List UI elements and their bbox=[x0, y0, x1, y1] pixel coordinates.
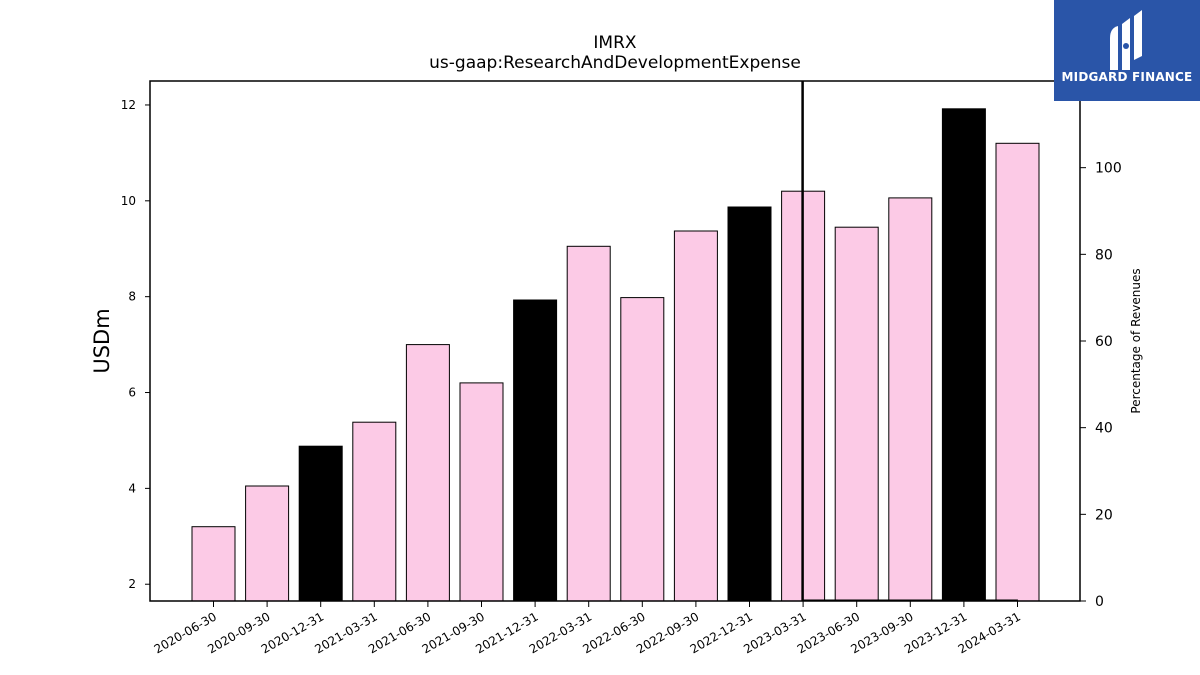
y2-axis-label: Percentage of Revenues bbox=[1129, 268, 1143, 413]
y2-tick-label: 40 bbox=[1095, 421, 1113, 437]
bar bbox=[941, 108, 986, 602]
y2-tick-label: 100 bbox=[1095, 161, 1122, 177]
y-axis: 2 4 6 8 10 12 bbox=[121, 98, 150, 591]
bar bbox=[191, 526, 236, 602]
bar bbox=[513, 299, 558, 602]
bar bbox=[620, 297, 665, 602]
bar bbox=[888, 197, 933, 602]
y-tick-label: 12 bbox=[121, 98, 136, 112]
bar bbox=[459, 382, 504, 602]
plot-frame bbox=[149, 80, 1081, 602]
bar bbox=[834, 226, 879, 602]
bar bbox=[405, 344, 450, 602]
y2-tick-label: 20 bbox=[1095, 507, 1113, 523]
brand-logo: MIDGARD FINANCE bbox=[1054, 0, 1200, 101]
bar bbox=[727, 206, 772, 602]
y-tick-label: 2 bbox=[128, 577, 136, 591]
bar bbox=[673, 230, 718, 602]
y-axis-label: USDm bbox=[90, 308, 114, 373]
x-axis: 2020-06-302020-09-302020-12-312021-03-31… bbox=[152, 601, 1023, 656]
bar bbox=[245, 485, 290, 602]
chart-title: IMRX bbox=[593, 33, 636, 53]
y2-tick-label: 80 bbox=[1095, 247, 1113, 263]
midgard-logo-icon bbox=[1110, 10, 1142, 70]
y-tick-label: 10 bbox=[121, 194, 136, 208]
y2-tick-label: 60 bbox=[1095, 334, 1113, 350]
bar bbox=[352, 421, 397, 602]
bar bbox=[298, 445, 343, 602]
y-tick-label: 4 bbox=[128, 481, 136, 495]
brand-name: MIDGARD FINANCE bbox=[1061, 70, 1193, 84]
y-tick-label: 8 bbox=[128, 290, 136, 304]
y2-axis: 0 20 40 60 80 100 bbox=[1080, 161, 1122, 610]
bar bbox=[566, 245, 611, 602]
y-tick-label: 6 bbox=[128, 386, 136, 400]
y2-tick-label: 0 bbox=[1095, 594, 1104, 610]
chart-subtitle: us-gaap:ResearchAndDevelopmentExpense bbox=[429, 53, 801, 73]
bar bbox=[995, 142, 1040, 602]
bars bbox=[191, 108, 1040, 602]
